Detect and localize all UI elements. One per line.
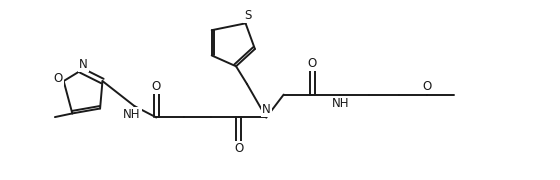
Text: O: O [54, 72, 63, 85]
Text: NH: NH [123, 108, 141, 121]
Text: N: N [262, 103, 270, 116]
Text: O: O [152, 80, 161, 93]
Text: N: N [79, 58, 88, 71]
Text: NH: NH [332, 97, 349, 110]
Text: O: O [307, 57, 317, 70]
Text: S: S [244, 10, 251, 22]
Text: O: O [234, 142, 244, 155]
Text: O: O [423, 80, 432, 93]
